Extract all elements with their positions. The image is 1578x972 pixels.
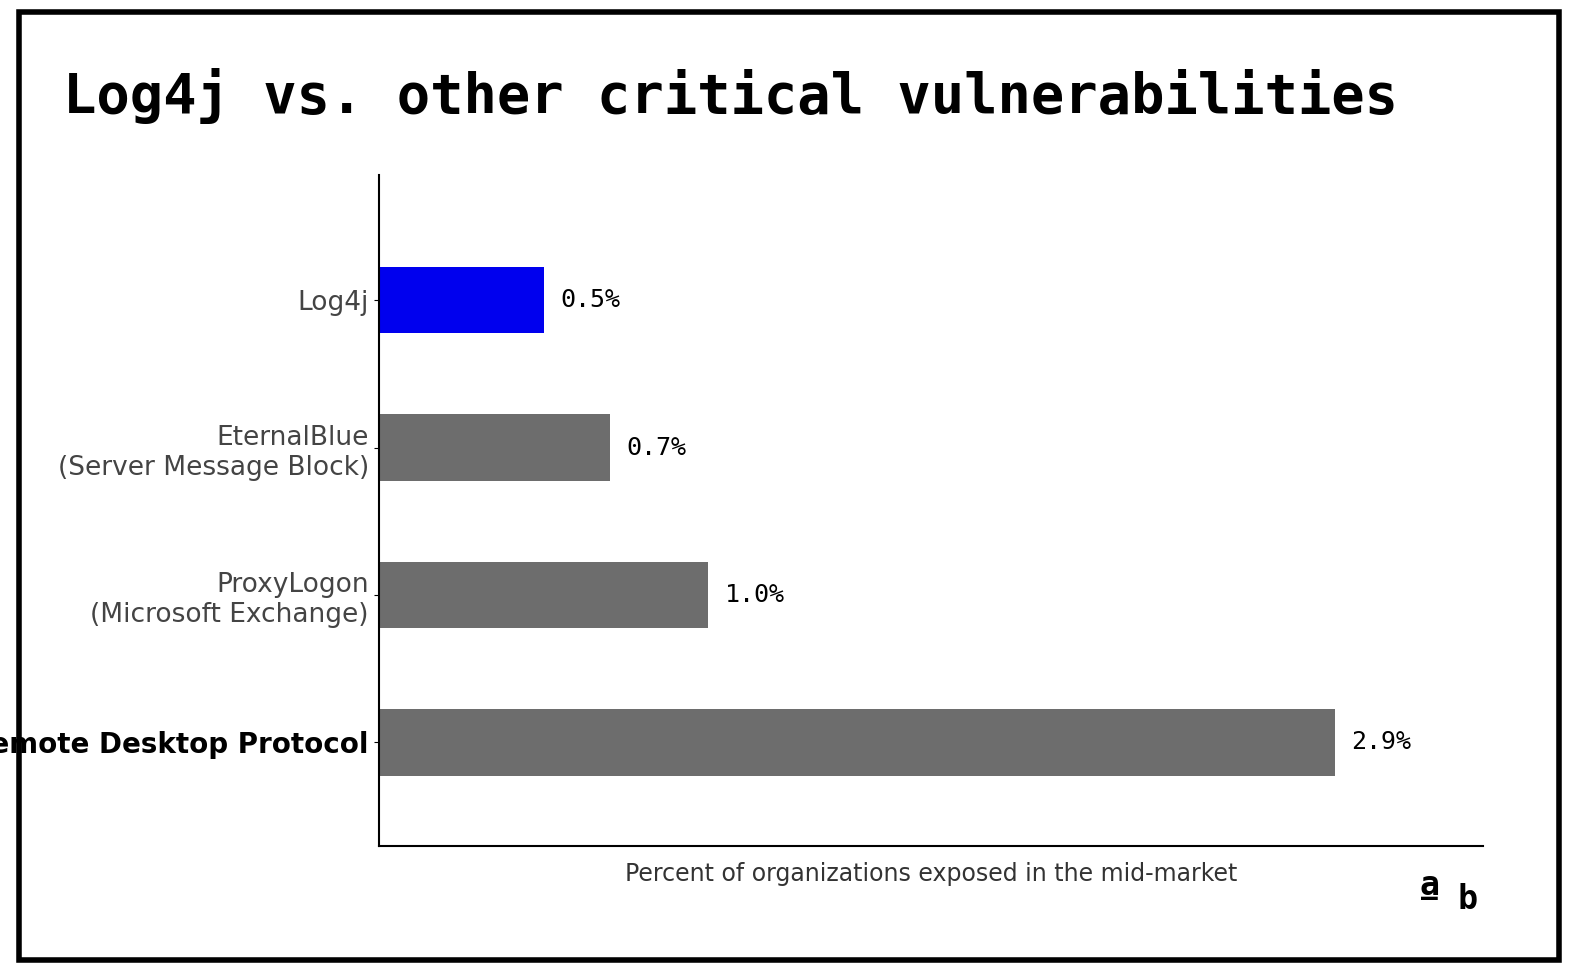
Bar [379,267,543,333]
Text: 2.9%: 2.9% [1351,731,1411,754]
X-axis label: Percent of organizations exposed in the mid-market: Percent of organizations exposed in the … [625,862,1237,886]
Bar [379,562,709,628]
Text: 0.5%: 0.5% [560,289,620,312]
Text: a: a [1420,869,1439,902]
Text: 0.7%: 0.7% [626,435,686,460]
Text: 1.0%: 1.0% [724,583,784,608]
Bar [379,710,1335,776]
Text: Log4j vs. other critical vulnerabilities: Log4j vs. other critical vulnerabilities [63,68,1398,124]
Text: —: — [1422,884,1438,912]
Bar [379,414,609,481]
Text: b: b [1458,883,1477,916]
